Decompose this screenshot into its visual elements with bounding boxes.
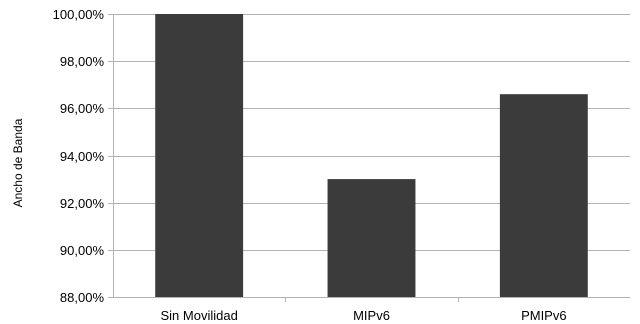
- x-tick-labels: Sin Movilidad MIPv6 PMIPv6: [161, 308, 567, 323]
- y-tick-labels: 88,00% 90,00% 92,00% 94,00% 96,00% 98,00% 100,…: [53, 7, 105, 305]
- y-axis-title: Ancho de Banda: [11, 118, 25, 207]
- y-tick-label: 94,00%: [60, 149, 105, 164]
- y-tick-label: 90,00%: [60, 243, 105, 258]
- x-tick-label: MIPv6: [353, 308, 390, 323]
- y-tick-label: 88,00%: [60, 290, 105, 305]
- y-tick-label: 96,00%: [60, 101, 105, 116]
- bar-mipv6: [327, 179, 416, 297]
- axes: [108, 14, 630, 302]
- y-tick-label: 98,00%: [60, 54, 105, 69]
- x-tick-label: Sin Movilidad: [161, 308, 238, 323]
- bar-sin-movilidad: [155, 14, 244, 297]
- y-tick-label: 92,00%: [60, 196, 105, 211]
- y-tick-label: 100,00%: [53, 7, 105, 22]
- bars: [155, 14, 588, 297]
- x-tick-label: PMIPv6: [521, 308, 567, 323]
- bar-pmipv6: [499, 94, 588, 297]
